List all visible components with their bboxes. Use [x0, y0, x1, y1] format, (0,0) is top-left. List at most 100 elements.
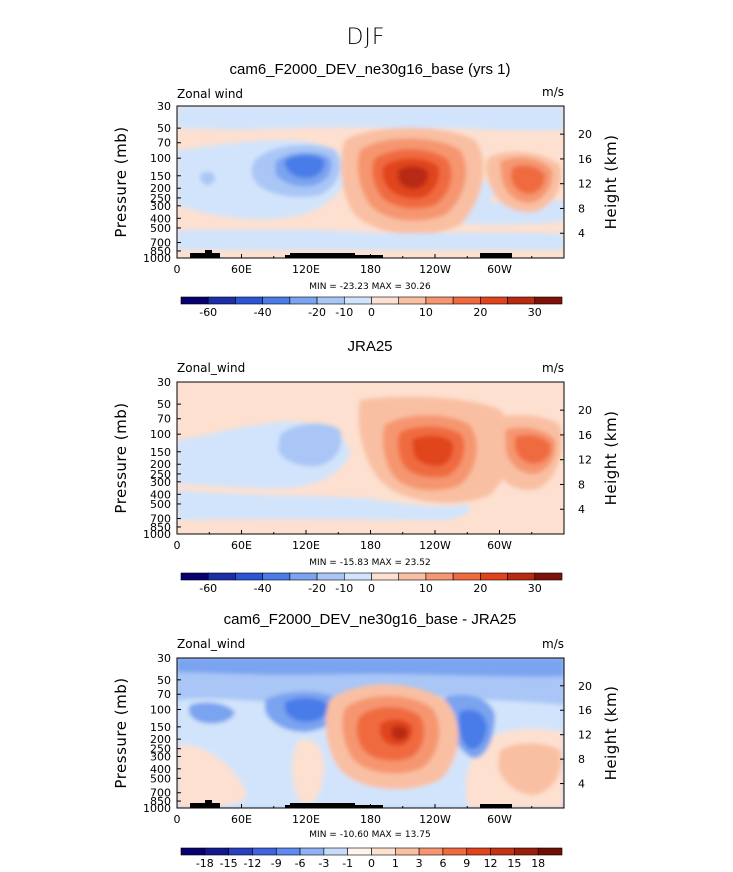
y-tick-label: 400 [150, 488, 171, 501]
colorbar-box [395, 847, 420, 856]
y-tick-label: 30 [157, 376, 171, 389]
panel-3-contour-jet-red-5 [391, 725, 408, 741]
colorbar-box [289, 296, 318, 305]
panel-1-contour-strat-blue [177, 106, 564, 131]
colorbar-box [514, 847, 539, 856]
colorbar-label: 12 [484, 857, 498, 870]
y-tick-label: 700 [150, 787, 171, 800]
colorbar-box [452, 296, 481, 305]
colorbar-box [204, 847, 229, 856]
panel-3-height-ticks: 20 16 12 8 4 [560, 680, 592, 791]
y-tick-label: 50 [157, 398, 171, 411]
panel-2-contour-east-red-3 [515, 434, 552, 464]
y-tick-label: 400 [150, 212, 171, 225]
colorbar-label: -60 [199, 306, 217, 319]
height-tick-label: 12 [578, 454, 592, 467]
colorbar-box [418, 847, 444, 856]
colorbar-box [316, 572, 345, 581]
colorbar-box [316, 296, 345, 305]
y-tick-label: 300 [150, 476, 171, 489]
colorbar-box [537, 847, 563, 856]
colorbar-box [262, 572, 291, 581]
y-tick-label: 100 [150, 428, 171, 441]
colorbar-label: -9 [271, 857, 282, 870]
colorbar-label: 20 [473, 306, 487, 319]
x-tick-label: 60W [487, 539, 512, 552]
colorbar-label: -15 [220, 857, 238, 870]
panel-2-contour-jet-blue [278, 423, 342, 467]
y-tick-label: 200 [150, 458, 171, 471]
height-tick-label: 4 [578, 503, 585, 516]
colorbar-label: 30 [528, 582, 542, 595]
panel-1-topography-3 [480, 253, 512, 258]
colorbar-label: -60 [199, 582, 217, 595]
y-tick-label: 850 [150, 795, 171, 808]
height-tick-label: 20 [578, 404, 592, 417]
colorbar-box [466, 847, 491, 856]
colorbar-label: -18 [196, 857, 214, 870]
panel-3-contour-west-pink [177, 744, 247, 808]
colorbar-label: 20 [473, 582, 487, 595]
height-tick-label: 4 [578, 227, 585, 240]
colorbar-label: -12 [243, 857, 261, 870]
y-tick-label: 150 [150, 446, 171, 459]
colorbar-label: 15 [507, 857, 521, 870]
y-tick-label: 400 [150, 763, 171, 776]
y-tick-label: 700 [150, 237, 171, 250]
colorbar-box [490, 847, 515, 856]
colorbar-label: 3 [416, 857, 423, 870]
colorbar-label: -6 [295, 857, 306, 870]
x-tick-label: 180 [360, 263, 381, 276]
colorbar-label: 18 [531, 857, 545, 870]
panel-1-contour-surface-blue [177, 229, 564, 250]
panel-3-contour-east-salmon [498, 743, 562, 795]
y-tick-label: 150 [150, 721, 171, 734]
colorbar-box [347, 847, 372, 856]
colorbar-label: -3 [318, 857, 329, 870]
y-tick-label: 30 [157, 100, 171, 113]
x-tick-label: 60E [231, 263, 252, 276]
y-tick-label: 1000 [143, 252, 171, 265]
x-tick-label: 180 [360, 813, 381, 826]
colorbar-box [289, 572, 318, 581]
x-tick-label: 0 [174, 263, 181, 276]
panel-1-topography-2 [285, 253, 383, 258]
x-tick-label: 120E [292, 539, 320, 552]
y-tick-label: 200 [150, 733, 171, 746]
panel-1-colorbar: -60 -40 -20 -10 0 10 20 30 [180, 296, 563, 319]
panel-3-topography-1 [190, 800, 220, 808]
y-tick-label: 300 [150, 750, 171, 763]
colorbar-label: 30 [528, 306, 542, 319]
x-tick-label: 60E [231, 813, 252, 826]
colorbar-box [262, 296, 291, 305]
height-tick-label: 8 [578, 202, 585, 215]
panel-3-topography-2 [285, 803, 383, 808]
colorbar-box [207, 296, 236, 305]
y-tick-label: 100 [150, 704, 171, 717]
panel-1-topography-1 [190, 250, 220, 258]
y-tick-label: 30 [157, 652, 171, 665]
x-tick-label: 120E [292, 263, 320, 276]
panel-3-units: m/s [542, 637, 564, 651]
panel-2-units: m/s [542, 361, 564, 375]
colorbar-label: -10 [335, 306, 353, 319]
y-tick-label: 200 [150, 182, 171, 195]
colorbar-label: 9 [463, 857, 470, 870]
y-tick-label: 250 [150, 192, 171, 205]
y-tick-label: 700 [150, 513, 171, 526]
colorbar-box [207, 572, 236, 581]
colorbar-box [228, 847, 253, 856]
panel-2-colorbar: -60 -40 -20 -10 0 10 20 30 [180, 572, 563, 595]
panel-1-contour-jet-red-5 [398, 166, 429, 189]
y-tick-label: 50 [157, 674, 171, 687]
panel-2-contour-jet-red-4 [412, 435, 453, 467]
y-tick-label: 500 [150, 772, 171, 785]
height-tick-label: 20 [578, 128, 592, 141]
colorbar-label: -10 [335, 582, 353, 595]
colorbar-box [235, 296, 263, 305]
y-tick-label: 500 [150, 222, 171, 235]
y-tick-label: 70 [157, 688, 171, 701]
panel-3-title: cam6_F2000_DEV_ne30g16_base - JRA25 [224, 611, 517, 628]
